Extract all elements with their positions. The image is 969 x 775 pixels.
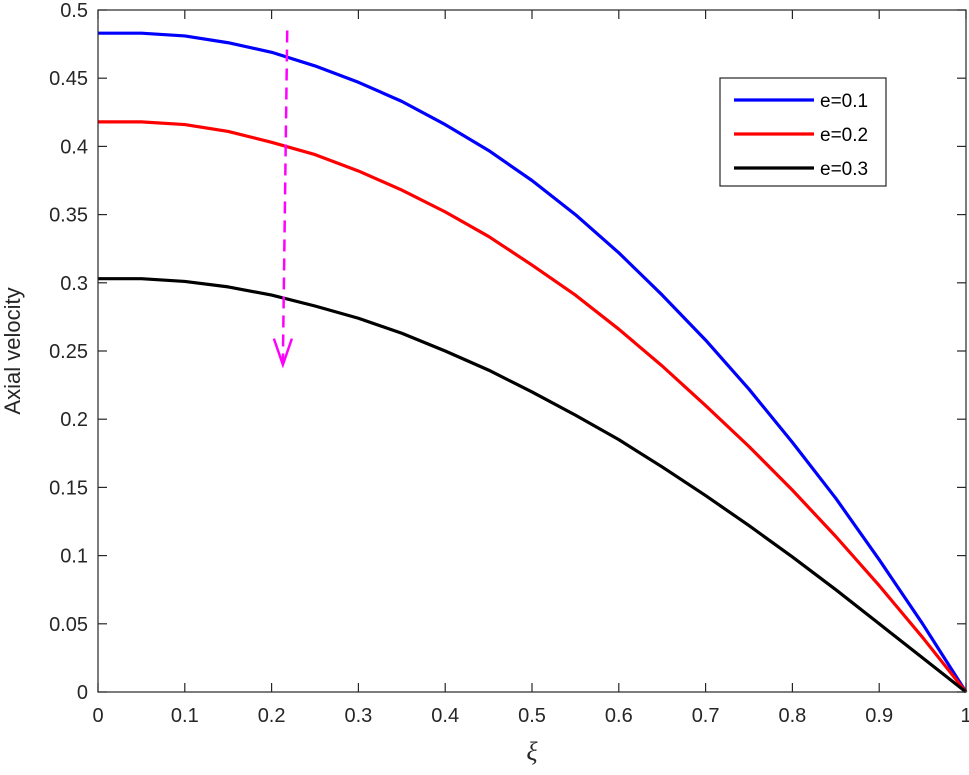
series-line-1 (98, 31, 968, 693)
y-tick-label: 0.3 (60, 273, 88, 295)
y-axis-label: Axial velocity (0, 287, 25, 414)
annotation-arrow-head (272, 338, 294, 369)
x-axis-ticks: 0 0.1 0.2 0.3 0.4 0.5 0.6 0.7 0.8 0.9 1 (92, 10, 969, 727)
x-tick-label: 0.1 (171, 705, 199, 727)
y-tick-label: 0.05 (49, 614, 88, 636)
x-tick-label: 0 (92, 705, 103, 727)
y-tick-label: 0.4 (60, 136, 88, 158)
y-tick-label: 0.1 (60, 546, 88, 568)
x-tick-label: 0.2 (258, 705, 286, 727)
x-tick-label: 1 (960, 705, 969, 727)
y-tick-label: 0.15 (49, 477, 88, 499)
legend-label-2: e=0.2 (820, 125, 868, 146)
legend: e=0.1 e=0.2 e=0.3 (719, 77, 887, 187)
series-line-2 (98, 120, 968, 693)
x-tick-label: 0.5 (518, 705, 546, 727)
series-line-3 (98, 277, 967, 694)
x-tick-label: 0.6 (605, 705, 633, 727)
x-tick-label: 0.8 (778, 705, 806, 727)
y-tick-label: 0 (77, 682, 88, 704)
x-tick-label: 0.7 (692, 705, 720, 727)
y-tick-label: 0.2 (60, 409, 88, 431)
x-axis-label: ξ (526, 737, 538, 766)
y-tick-label: 0.25 (49, 341, 88, 363)
y-axis-ticks: 0 0.05 0.1 0.15 0.2 0.25 0.3 0.35 0.4 0.45 0.5 (49, 0, 966, 704)
annotation-arrow-shaft (281, 30, 289, 361)
y-tick-label: 0.45 (49, 68, 88, 90)
legend-label-1: e=0.1 (820, 91, 868, 112)
annotation-group (272, 30, 294, 369)
x-tick-label: 0.3 (344, 705, 372, 727)
x-tick-label: 0.4 (431, 705, 459, 727)
series-group (98, 31, 968, 694)
y-tick-label: 0.5 (60, 0, 88, 22)
legend-label-3: e=0.3 (820, 159, 868, 180)
x-tick-label: 0.9 (865, 705, 893, 727)
y-tick-label: 0.35 (49, 205, 88, 227)
